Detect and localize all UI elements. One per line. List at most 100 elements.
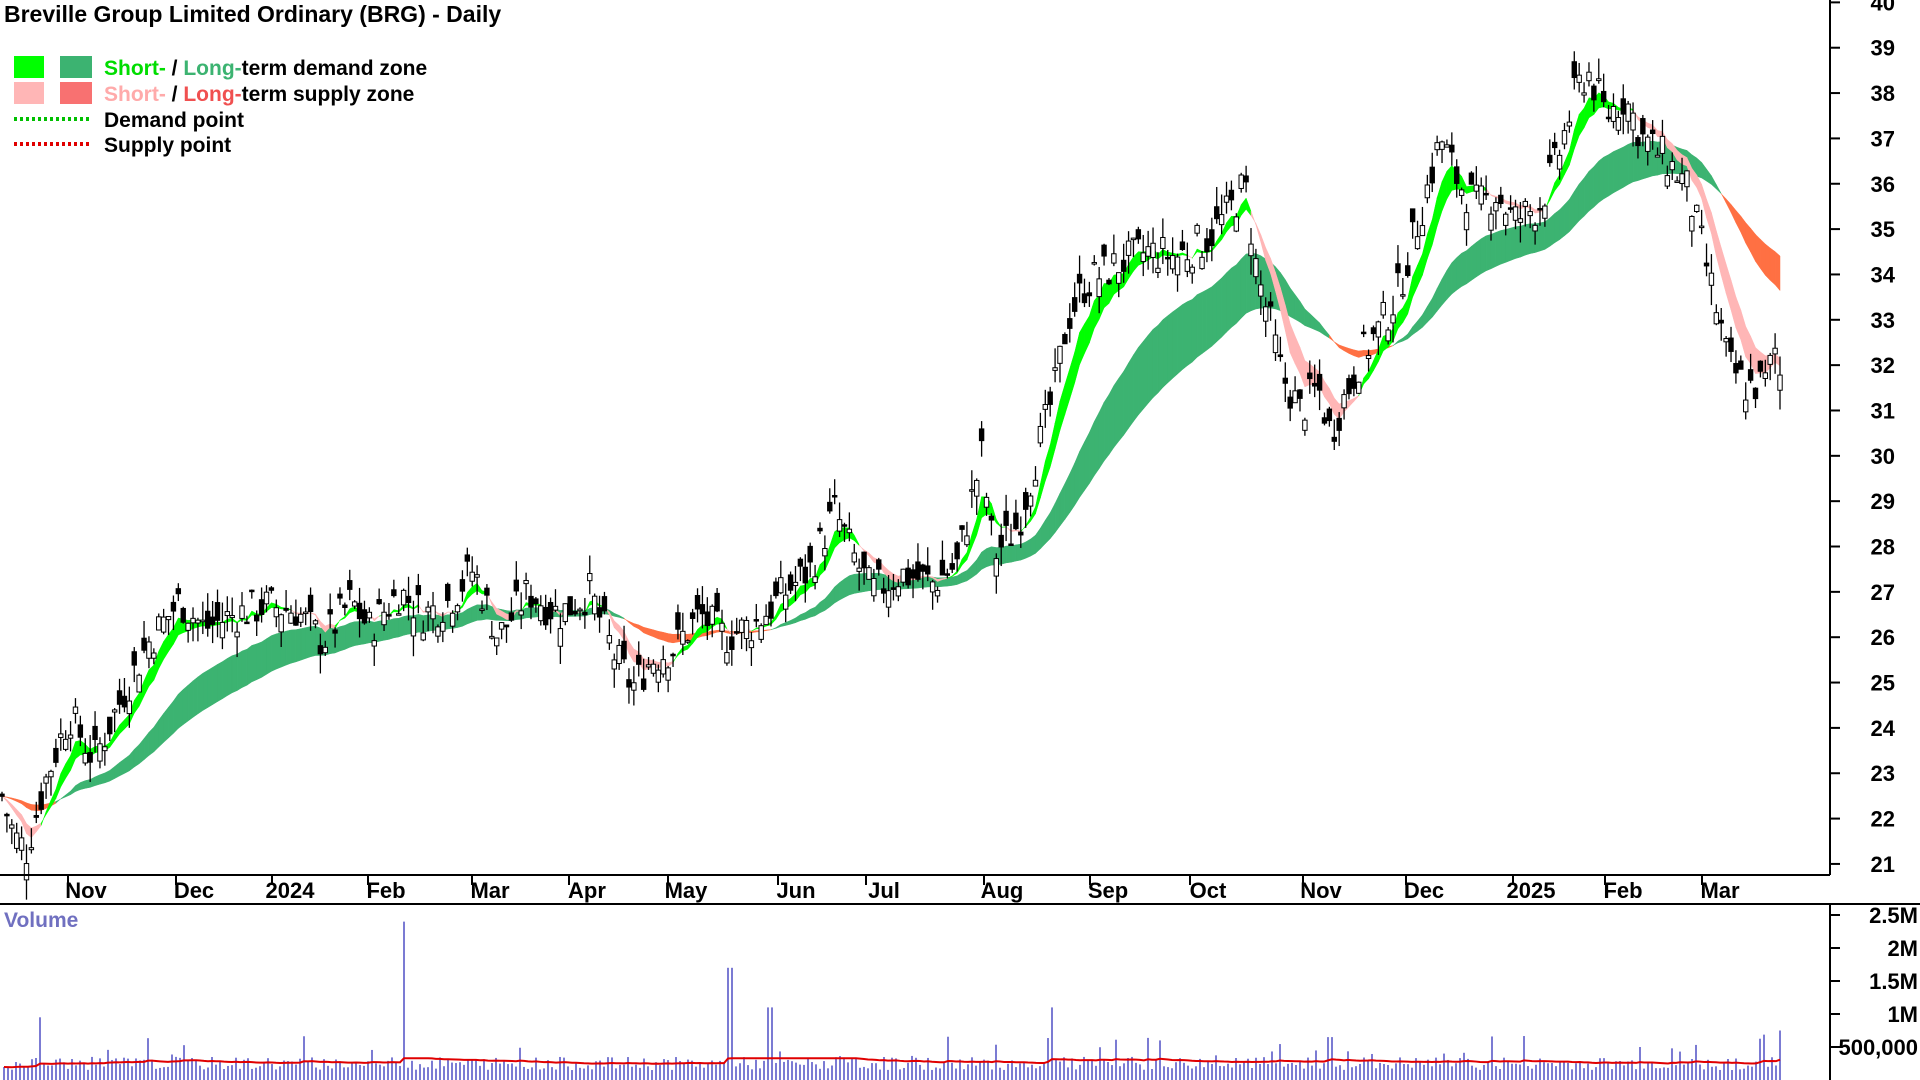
candle-up [1189, 266, 1195, 274]
short-zone-segment [1191, 248, 1198, 259]
long-zone-segment [795, 614, 801, 624]
candle-down [175, 588, 182, 595]
long-zone-segment [1289, 287, 1296, 320]
long-zone-segment [1182, 301, 1188, 371]
candle-down [1409, 208, 1416, 223]
candle-down [1738, 360, 1744, 370]
short-zone-segment [75, 740, 81, 760]
volume-label: Volume [4, 909, 78, 932]
long-zone-segment [1201, 289, 1208, 355]
candle-up [650, 663, 657, 674]
long-zone-segment [667, 633, 674, 644]
short-zone-segment [16, 808, 22, 823]
long-zone-segment [765, 629, 772, 631]
long-zone-segment [1348, 348, 1355, 357]
short-zone-segment [26, 822, 32, 839]
legend-swatch-short-supply [14, 82, 44, 104]
short-zone-segment [271, 602, 277, 608]
short-zone-segment [413, 603, 419, 610]
candle-up [557, 628, 564, 647]
long-zone-segment [1177, 304, 1183, 375]
short-zone-segment [858, 543, 865, 552]
candle-down [572, 611, 578, 615]
candle-up [1341, 394, 1347, 409]
short-zone-segment [667, 661, 674, 667]
short-zone-segment [1289, 323, 1296, 364]
price-tick-label: 21 [1871, 852, 1895, 877]
long-zone-segment [961, 570, 968, 583]
long-zone-segment [133, 743, 140, 768]
short-zone-segment [1182, 252, 1188, 257]
short-zone-segment [1045, 444, 1051, 482]
short-zone-segment [1774, 353, 1781, 367]
long-zone-segment [1696, 157, 1702, 179]
candle-down [244, 621, 250, 625]
candle-down [1013, 512, 1019, 530]
candle-down [1454, 166, 1460, 184]
candle-up [185, 622, 191, 631]
candle-up [1542, 205, 1548, 219]
short-zone-segment [1549, 182, 1555, 201]
short-zone-segment [1436, 181, 1443, 227]
candle-down [807, 545, 813, 563]
long-zone-segment [1334, 341, 1340, 349]
candle-down [1076, 273, 1083, 284]
candle-up [1027, 495, 1034, 507]
long-zone-segment [1637, 141, 1644, 181]
candle-down [1537, 208, 1543, 211]
candle-up [1434, 142, 1440, 151]
candle-up [929, 581, 936, 593]
long-zone-segment [246, 644, 253, 686]
long-zone-segment [1089, 421, 1095, 485]
short-zone-segment [854, 535, 860, 547]
long-zone-segment [623, 617, 630, 624]
long-zone-segment [1720, 193, 1727, 203]
candle-down [768, 601, 774, 619]
candle-up [885, 590, 892, 608]
candle-down [1346, 378, 1352, 395]
candle-down [1018, 531, 1024, 536]
candle-down [636, 654, 642, 665]
short-zone-segment [329, 623, 336, 630]
candle-down [1405, 265, 1411, 276]
long-zone-segment [143, 731, 150, 761]
long-zone-segment [261, 638, 267, 678]
time-tick-label: Dec [1404, 878, 1444, 903]
candle-up [151, 652, 157, 659]
candle-down [1718, 319, 1724, 324]
long-zone-segment [222, 657, 228, 700]
long-zone-segment [770, 627, 777, 631]
short-zone-segment [961, 551, 968, 566]
candle-down [1120, 259, 1127, 272]
price-tick-label: 31 [1871, 398, 1895, 423]
candle-down [1311, 382, 1318, 387]
long-zone-segment [530, 607, 537, 618]
candle-up [1478, 185, 1484, 205]
long-zone-segment [1108, 385, 1115, 456]
long-zone-segment [648, 628, 654, 638]
short-zone-segment [1657, 130, 1663, 137]
long-zone-segment [1025, 538, 1031, 559]
long-zone-segment [643, 626, 649, 636]
candle-up [146, 641, 152, 659]
long-zone-segment [1324, 328, 1330, 339]
long-zone-segment [1480, 235, 1487, 275]
long-zone-segment [1603, 154, 1609, 200]
candle-down [121, 695, 128, 708]
long-zone-segment [1162, 315, 1168, 389]
long-zone-segment [1152, 324, 1159, 399]
candle-down [1395, 263, 1401, 274]
candle-down [33, 815, 39, 818]
price-tick-label: 40 [1871, 0, 1895, 15]
short-zone-segment [1353, 395, 1360, 403]
short-zone-segment [790, 593, 796, 606]
short-zone-segment [1074, 332, 1080, 384]
price-tick-label: 29 [1871, 489, 1895, 514]
long-zone-segment [653, 629, 659, 640]
long-zone-segment [1623, 143, 1629, 188]
short-zone-segment [310, 612, 316, 616]
short-zone-segment [1716, 230, 1722, 276]
short-zone-segment [40, 811, 47, 826]
candle-down [1287, 396, 1293, 409]
candle-down [797, 558, 804, 567]
